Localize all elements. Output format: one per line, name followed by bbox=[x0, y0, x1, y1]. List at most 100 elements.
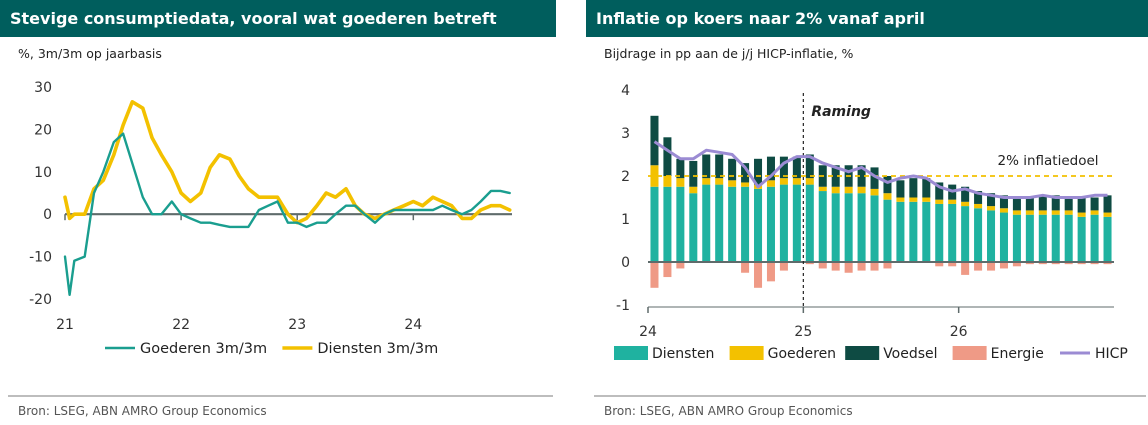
bar-segment bbox=[1012, 262, 1021, 267]
bar-segment bbox=[805, 154, 814, 179]
x-tick-label: 21 bbox=[56, 317, 74, 333]
legend-swatch bbox=[729, 346, 764, 360]
right-bar-chart: -1 0 1 2 3 4 24 25 26 2% inflatiedoel Raming Dienst… bbox=[614, 83, 1128, 362]
bar-segment bbox=[676, 178, 685, 187]
y-tick-label: 0 bbox=[43, 207, 52, 223]
bar-segment bbox=[805, 184, 814, 262]
x-tick-label: 24 bbox=[639, 324, 657, 340]
bar-segment bbox=[779, 184, 788, 262]
bar-segment bbox=[831, 165, 840, 187]
bar-segment bbox=[1038, 214, 1047, 262]
series-line bbox=[63, 100, 512, 225]
bar-segment bbox=[779, 156, 788, 179]
bar-segment bbox=[766, 186, 775, 262]
y-tick-label: 3 bbox=[621, 126, 630, 142]
bar-segment bbox=[1025, 262, 1034, 265]
y-tick-label: -10 bbox=[29, 250, 52, 266]
bar-segment bbox=[999, 195, 1008, 209]
bar-segment bbox=[676, 186, 685, 262]
x-tick-label: 26 bbox=[950, 324, 968, 340]
bar-segment bbox=[948, 199, 957, 204]
bar-segment bbox=[689, 186, 698, 194]
right-source-divider bbox=[594, 395, 1146, 397]
right-chart-subtitle: Bijdrage in pp aan de j/j HICP-inflatie,… bbox=[604, 46, 854, 61]
bar-segment bbox=[1090, 210, 1099, 215]
bar-segment bbox=[650, 115, 659, 166]
left-source-text: Bron: LSEG, ABN AMRO Group Economics bbox=[18, 404, 267, 418]
bar-segment bbox=[909, 197, 918, 202]
bar-segment bbox=[844, 193, 853, 262]
left-source-divider bbox=[8, 395, 553, 397]
bar-segment bbox=[896, 201, 905, 262]
bar-segment bbox=[909, 178, 918, 198]
legend-label: Goederen bbox=[768, 346, 836, 362]
bar-segment bbox=[1077, 197, 1086, 213]
bar-segment bbox=[818, 262, 827, 269]
bar-segment bbox=[1012, 197, 1021, 211]
bar-segment bbox=[948, 203, 957, 262]
bar-segment bbox=[650, 262, 659, 288]
bar-segment bbox=[754, 262, 763, 288]
bar-segment bbox=[999, 262, 1008, 269]
bar-segment bbox=[974, 203, 983, 209]
bar-segment bbox=[741, 163, 750, 183]
bar-segment bbox=[702, 178, 711, 185]
bar-segment bbox=[1038, 262, 1047, 265]
bar-segment bbox=[1012, 214, 1021, 262]
bar-segment bbox=[961, 262, 970, 275]
right-source-text: Bron: LSEG, ABN AMRO Group Economics bbox=[604, 404, 853, 418]
bar-segment bbox=[663, 176, 672, 187]
bar-segment bbox=[883, 262, 892, 269]
bar-segment bbox=[999, 212, 1008, 262]
bar-segment bbox=[741, 186, 750, 262]
bar-segment bbox=[1025, 214, 1034, 262]
y-tick-label: 0 bbox=[621, 255, 630, 271]
bar-segment bbox=[663, 186, 672, 262]
bar-segment bbox=[650, 186, 659, 262]
y-tick-label: 4 bbox=[621, 83, 630, 99]
bar-segment bbox=[831, 186, 840, 194]
bar-segment bbox=[1077, 262, 1086, 265]
bar-segment bbox=[792, 184, 801, 262]
bar-segment bbox=[805, 178, 814, 185]
y-tick-label: 10 bbox=[34, 165, 52, 181]
y-tick-label: -20 bbox=[29, 292, 52, 308]
bar-segment bbox=[857, 262, 866, 271]
bar-segment bbox=[792, 156, 801, 179]
bar-segment bbox=[676, 158, 685, 179]
bar-segment bbox=[1051, 214, 1060, 262]
bar-segment bbox=[1103, 212, 1112, 217]
bar-segment bbox=[805, 262, 814, 265]
bar-segment bbox=[870, 262, 879, 271]
bar-segment bbox=[728, 158, 737, 181]
bar-segment bbox=[883, 199, 892, 262]
bar-segment bbox=[754, 188, 763, 262]
legend-label: Goederen 3m/3m bbox=[140, 341, 267, 357]
bar-segment bbox=[1064, 210, 1073, 215]
y-tick-label: -1 bbox=[616, 298, 630, 314]
bar-segment bbox=[766, 180, 775, 187]
y-tick-label: 20 bbox=[34, 122, 52, 138]
x-tick-label: 23 bbox=[288, 317, 306, 333]
x-tick-label: 22 bbox=[172, 317, 190, 333]
bar-segment bbox=[1103, 262, 1112, 265]
bar-segment bbox=[1103, 195, 1112, 213]
bar-segment bbox=[715, 184, 724, 262]
bar-segment bbox=[1051, 262, 1060, 265]
bar-segment bbox=[844, 186, 853, 194]
bar-segment bbox=[857, 165, 866, 187]
bar-segment bbox=[1077, 216, 1086, 262]
bar-segment bbox=[818, 191, 827, 262]
legend-label: Voedsel bbox=[883, 346, 937, 362]
legend-label: Energie bbox=[991, 346, 1044, 362]
hicp-line bbox=[653, 140, 1108, 199]
bar-segment bbox=[948, 262, 957, 267]
bar-segment bbox=[779, 262, 788, 271]
bar-segment bbox=[702, 184, 711, 262]
bar-segment bbox=[935, 262, 944, 267]
bar-segment bbox=[1012, 210, 1021, 215]
bar-segment bbox=[844, 262, 853, 273]
bar-segment bbox=[999, 208, 1008, 213]
bar-segment bbox=[857, 186, 866, 194]
left-chart-title: Stevige consumptiedata, vooral wat goede… bbox=[0, 0, 556, 37]
